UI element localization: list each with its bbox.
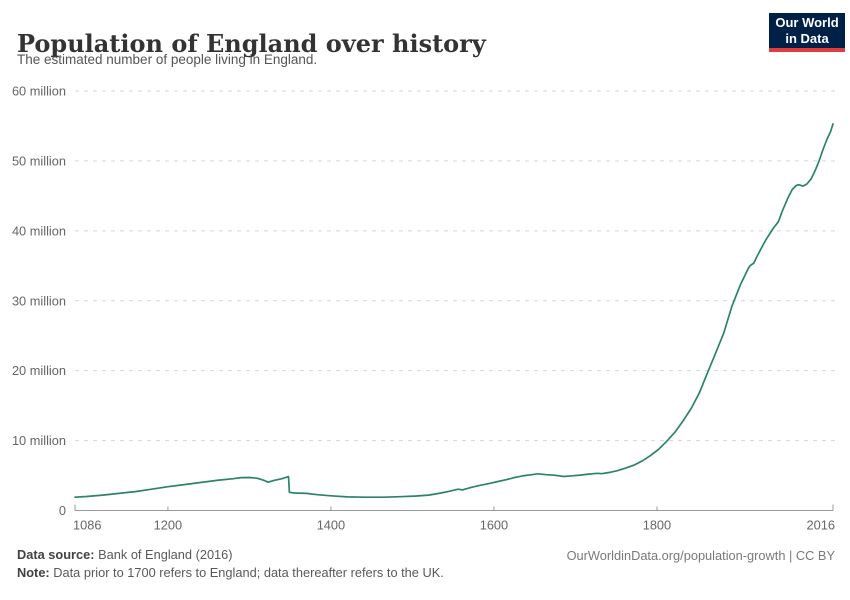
population-line[interactable] xyxy=(74,123,834,499)
chart-footer: Data source: Bank of England (2016) Note… xyxy=(17,546,835,582)
x-tick-label: 1200 xyxy=(154,518,182,533)
y-tick-label: 60 million xyxy=(12,84,66,99)
y-tick-label: 20 million xyxy=(12,363,66,378)
footer-link[interactable]: OurWorldinData.org/population-growth | C… xyxy=(566,548,835,563)
y-tick-label: 50 million xyxy=(12,153,66,168)
owid-logo[interactable]: Our World in Data xyxy=(769,13,845,52)
note-value: Data prior to 1700 refers to England; da… xyxy=(53,565,444,580)
owid-logo-line1: Our World xyxy=(775,14,839,30)
footer-notes: Data source: Bank of England (2016) Note… xyxy=(17,546,444,582)
chart-subtitle: The estimated number of people living in… xyxy=(17,52,318,67)
x-tick-label: 1086 xyxy=(73,518,101,533)
x-tick-label: 1600 xyxy=(480,518,508,533)
chart-title: Population of England over history xyxy=(17,29,486,59)
x-tick-label: 1800 xyxy=(643,518,671,533)
y-tick-label: 0 xyxy=(59,503,66,518)
x-tick-label: 2016 xyxy=(807,518,835,533)
data-source-line: Data source: Bank of England (2016) xyxy=(17,546,444,564)
x-tick-label: 1400 xyxy=(317,518,345,533)
y-tick-label: 30 million xyxy=(12,293,66,308)
data-source-value: Bank of England (2016) xyxy=(98,547,233,562)
note-line: Note: Data prior to 1700 refers to Engla… xyxy=(17,564,444,582)
owid-logo-line2: in Data xyxy=(785,30,829,46)
note-label: Note: xyxy=(17,565,50,580)
data-source-label: Data source: xyxy=(17,547,95,562)
y-tick-label: 10 million xyxy=(12,433,66,448)
y-tick-label: 40 million xyxy=(12,223,66,238)
